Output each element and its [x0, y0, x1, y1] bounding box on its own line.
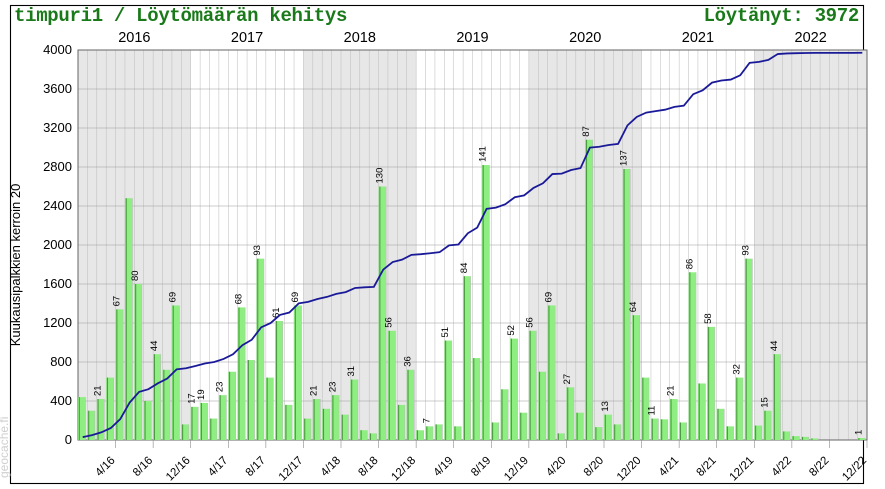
svg-text:31: 31 [346, 366, 357, 377]
svg-text:137: 137 [619, 150, 630, 166]
svg-text:2017: 2017 [231, 30, 263, 46]
svg-text:23: 23 [327, 382, 338, 393]
svg-text:1600: 1600 [43, 276, 72, 291]
svg-text:7: 7 [421, 418, 432, 423]
svg-text:Kuukausipalkkien kerroin 20: Kuukausipalkkien kerroin 20 [8, 184, 23, 347]
svg-text:130: 130 [374, 168, 385, 184]
svg-text:52: 52 [506, 325, 517, 336]
svg-text:2016: 2016 [118, 30, 150, 46]
svg-text:13: 13 [600, 401, 611, 412]
svg-text:23: 23 [215, 382, 226, 393]
svg-text:64: 64 [628, 302, 639, 313]
svg-text:2018: 2018 [344, 30, 376, 46]
svg-text:11: 11 [647, 406, 658, 416]
svg-text:51: 51 [440, 327, 451, 338]
svg-text:36: 36 [403, 356, 414, 367]
svg-text:86: 86 [684, 259, 695, 270]
svg-text:1: 1 [853, 430, 864, 435]
svg-text:141: 141 [478, 146, 489, 162]
svg-text:2022: 2022 [795, 30, 827, 46]
svg-text:19: 19 [196, 389, 207, 400]
svg-text:58: 58 [703, 313, 714, 324]
svg-text:2000: 2000 [43, 237, 72, 252]
svg-text:2400: 2400 [43, 198, 72, 213]
svg-text:0: 0 [65, 432, 72, 447]
svg-text:61: 61 [271, 307, 282, 318]
svg-text:1200: 1200 [43, 315, 72, 330]
svg-text:21: 21 [93, 385, 104, 396]
svg-text:Löytänyt: 3972: Löytänyt: 3972 [704, 5, 859, 27]
svg-text:69: 69 [290, 292, 301, 303]
svg-text:2800: 2800 [43, 159, 72, 174]
svg-text:geocache.fi: geocache.fi [0, 417, 11, 478]
svg-text:69: 69 [543, 292, 554, 303]
svg-text:2021: 2021 [682, 30, 714, 46]
svg-text:4000: 4000 [43, 42, 72, 57]
svg-text:93: 93 [741, 245, 752, 256]
svg-text:44: 44 [769, 341, 780, 352]
svg-text:2019: 2019 [456, 30, 488, 46]
svg-text:21: 21 [666, 385, 677, 396]
svg-text:timpuri1 / Löytömäärän kehitys: timpuri1 / Löytömäärän kehitys [14, 5, 347, 27]
svg-text:3200: 3200 [43, 120, 72, 135]
svg-text:69: 69 [168, 292, 179, 303]
svg-text:56: 56 [384, 317, 395, 328]
svg-text:800: 800 [50, 354, 72, 369]
svg-text:21: 21 [309, 385, 320, 396]
svg-text:87: 87 [581, 126, 592, 137]
svg-text:32: 32 [731, 364, 742, 375]
svg-text:67: 67 [111, 296, 122, 307]
svg-text:68: 68 [233, 294, 244, 305]
svg-text:80: 80 [130, 270, 141, 281]
svg-text:3600: 3600 [43, 81, 72, 96]
svg-text:2020: 2020 [569, 30, 601, 46]
svg-text:400: 400 [50, 393, 72, 408]
svg-text:93: 93 [252, 245, 263, 256]
svg-text:84: 84 [459, 263, 470, 274]
svg-text:15: 15 [759, 397, 770, 408]
svg-text:27: 27 [562, 374, 573, 385]
svg-text:44: 44 [149, 341, 160, 352]
svg-text:56: 56 [525, 317, 536, 328]
